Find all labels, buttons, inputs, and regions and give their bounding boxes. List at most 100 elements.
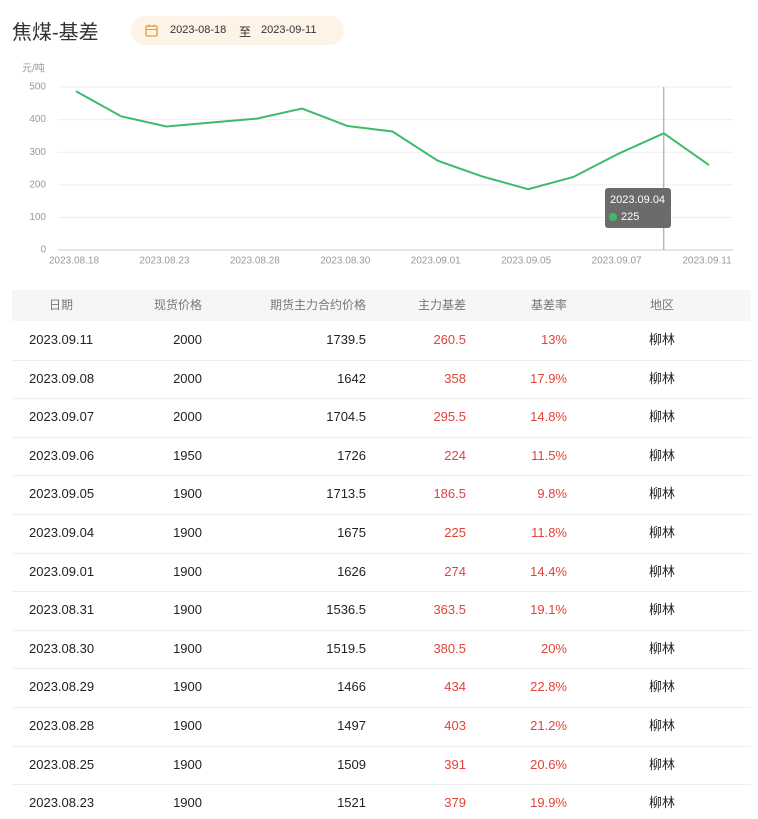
table-cell: 19.9% (530, 795, 567, 811)
table-cell: 19.1% (530, 602, 567, 618)
y-tick-label: 500 (29, 82, 46, 93)
table-row: 2023.08.25 1900 1509 391 20.6% 柳林 (12, 746, 751, 786)
table-cell: 17.9% (530, 370, 567, 386)
column-header: 基差率 (530, 298, 567, 312)
column-header: 地区 (649, 298, 674, 312)
table-cell: 379 (444, 795, 466, 811)
table-cell: 1900 (173, 640, 202, 656)
table-row: 2023.08.23 1900 1521 379 19.9% 柳林 (12, 784, 751, 819)
table-cell: 1900 (173, 679, 202, 695)
table-cell: 2023.09.08 (29, 370, 95, 386)
table-cell: 14.4% (530, 563, 567, 579)
date-range[interactable]: 2023-08-18 至 2023-09-11 (131, 16, 344, 45)
y-tick-label: 300 (29, 147, 46, 158)
table-cell: 2023.09.04 (29, 525, 95, 540)
tooltip-dot (609, 213, 617, 221)
table-cell: 2023.08.30 (29, 640, 95, 656)
column-header: 期货主力合约价格 (269, 298, 366, 312)
table-row: 2023.08.28 1900 1497 403 21.2% 柳林 (12, 707, 751, 747)
y-tick-label: 100 (29, 212, 46, 223)
table-cell: 20% (540, 640, 567, 656)
table-cell: 柳林 (648, 795, 675, 811)
table-cell: 2023.09.05 (29, 486, 95, 502)
table-cell: 260.5 (433, 332, 466, 347)
tooltip-value: 225 (621, 211, 639, 223)
table-cell: 2023.08.23 (29, 795, 95, 811)
table-cell: 22.8% (530, 679, 567, 695)
date-end: 2023-09-11 (261, 24, 317, 36)
table-cell: 1519.5 (326, 640, 366, 656)
table-cell: 2023.08.25 (29, 756, 95, 772)
table-cell: 1536.5 (326, 602, 366, 618)
table-cell: 柳林 (648, 756, 675, 772)
table: 日期 现货价格 期货主力合约价格 主力基差 基差率 地区 2023.09.11 2000 173… (12, 290, 751, 819)
table-cell: 1626 (337, 563, 366, 579)
table-cell: 2000 (173, 370, 202, 386)
x-tick-label: 2023.09.01 (411, 256, 461, 267)
table-cell: 柳林 (648, 447, 675, 463)
x-tick-label: 2023.08.28 (230, 256, 280, 267)
y-tick-label: 400 (29, 114, 46, 125)
table-row: 2023.09.04 1900 1675 225 11.8% 柳林 (12, 514, 751, 554)
table-header: 日期 现货价格 期货主力合约价格 主力基差 基差率 地区 (12, 290, 751, 321)
table-cell: 186.5 (433, 486, 466, 502)
table-cell: 柳林 (648, 525, 675, 540)
table-cell: 柳林 (648, 602, 675, 618)
date-start: 2023-08-18 (170, 24, 227, 36)
table-cell: 1675 (337, 525, 366, 540)
tooltip-box (605, 188, 671, 228)
table-row: 2023.09.01 1900 1626 274 14.4% 柳林 (12, 553, 751, 593)
column-header: 现货价格 (153, 298, 202, 312)
table-cell: 2023.08.28 (29, 718, 95, 733)
table-cell: 434 (444, 679, 466, 695)
table-cell: 2023.08.29 (29, 679, 95, 695)
table-cell: 1900 (173, 718, 202, 733)
table-cell: 柳林 (648, 332, 675, 347)
table-cell: 柳林 (648, 640, 675, 656)
table-cell: 1950 (173, 447, 202, 463)
table-row: 2023.08.30 1900 1519.5 380.5 20% 柳林 (12, 630, 751, 670)
table-cell: 20.6% (530, 756, 567, 772)
table-cell: 1466 (337, 679, 366, 695)
table-cell: 9.8% (537, 486, 567, 502)
table-cell: 11.5% (531, 447, 567, 463)
table-cell: 11.8% (531, 525, 567, 540)
table-row: 2023.09.06 1950 1726 224 11.5% 柳林 (12, 437, 751, 477)
column-header: 主力基差 (417, 298, 466, 312)
y-tick-label: 200 (29, 179, 46, 190)
table-cell: 2000 (173, 409, 202, 425)
table-cell: 1509 (337, 756, 366, 772)
table-cell: 2023.09.11 (29, 332, 94, 347)
table-cell: 柳林 (648, 486, 675, 502)
table-cell: 1739.5 (326, 332, 366, 347)
table-cell: 2023.09.01 (29, 563, 95, 579)
column-header: 日期 (48, 298, 73, 312)
table-cell: 柳林 (648, 370, 675, 386)
y-axis-label: 元/吨 (22, 62, 45, 75)
tooltip-label: 2023.09.04 (610, 194, 665, 206)
y-tick-label: 0 (40, 245, 46, 256)
table-cell: 1900 (173, 795, 202, 811)
table-cell: 柳林 (648, 718, 675, 733)
table-cell: 13% (540, 332, 567, 347)
table-cell: 225 (444, 525, 466, 540)
x-tick-label: 2023.09.11 (682, 256, 732, 267)
table-cell: 1713.5 (326, 486, 366, 502)
table-cell: 2023.09.07 (29, 409, 95, 425)
x-tick-label: 2023.08.30 (320, 256, 370, 267)
x-tick-label: 2023.08.18 (49, 256, 99, 267)
chart: 元/吨 0 100 200 300 400 500 2023.08.18 2023.08.23 2… (22, 62, 733, 267)
table-cell: 1900 (173, 486, 202, 502)
tooltip: 2023.09.04 225 (605, 188, 671, 228)
table-cell: 1726 (337, 447, 366, 463)
table-cell: 1900 (173, 525, 202, 540)
table-cell: 柳林 (648, 409, 675, 425)
table-cell: 1521 (337, 795, 366, 811)
x-tick-label: 2023.08.23 (139, 256, 189, 267)
table-cell: 295.5 (433, 409, 466, 425)
table-cell: 358 (444, 370, 466, 386)
table-cell: 380.5 (433, 640, 466, 656)
table-row: 2023.09.07 2000 1704.5 295.5 14.8% 柳林 (12, 398, 751, 438)
calendar-icon (145, 24, 158, 37)
